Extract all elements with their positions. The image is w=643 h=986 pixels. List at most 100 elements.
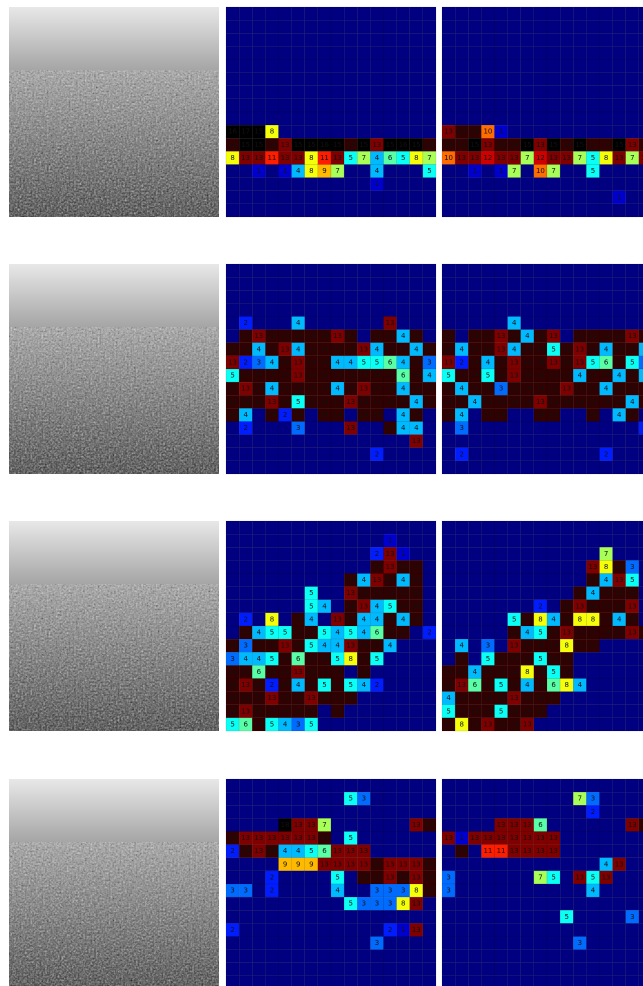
cell-count: 6	[375, 629, 380, 637]
heatmap-cell	[547, 191, 560, 204]
heatmap-cell	[397, 705, 410, 718]
heatmap-cell	[626, 792, 639, 805]
heatmap-cell	[410, 963, 423, 976]
cell-count: 14	[372, 385, 381, 393]
heatmap-cell	[573, 665, 586, 678]
heatmap-cell	[265, 792, 278, 805]
cell-count: 14	[254, 681, 263, 689]
heatmap-cell	[397, 448, 410, 461]
cell-count: 13	[359, 602, 368, 610]
heatmap-cell	[397, 277, 410, 290]
cell-count: 13	[386, 550, 395, 558]
heatmap-cell	[252, 884, 265, 897]
cell-count: 13	[333, 154, 342, 162]
cell-count: 14	[562, 615, 571, 623]
cell-count: 14	[412, 411, 421, 419]
heatmap-cell	[600, 461, 613, 474]
heatmap-cell	[442, 290, 455, 303]
heatmap-cell	[560, 547, 573, 560]
heatmap-cell	[318, 897, 331, 910]
heatmap-cell	[521, 277, 534, 290]
heatmap-cell	[481, 910, 494, 923]
heatmap-cell	[626, 290, 639, 303]
cell-count: 13	[346, 860, 355, 868]
heatmap-cell	[344, 705, 357, 718]
heatmap-cell	[468, 963, 481, 976]
heatmap-cell	[318, 779, 331, 792]
cell-count: 14	[536, 681, 545, 689]
heatmap-cell	[600, 290, 613, 303]
heatmap-cell	[481, 290, 494, 303]
heatmap-cell	[344, 718, 357, 731]
cell-count: 1	[388, 537, 392, 545]
heatmap-cell	[560, 705, 573, 718]
heatmap-cell	[370, 7, 383, 20]
cell-count: 14	[444, 332, 453, 340]
heatmap-cell	[455, 871, 468, 884]
heatmap-cell	[318, 547, 331, 560]
heatmap-cell	[397, 963, 410, 976]
heatmap-cell	[384, 910, 397, 923]
heatmap-cell	[357, 86, 370, 99]
heatmap-cell	[481, 99, 494, 112]
heatmap-cell	[318, 805, 331, 818]
cell-count: 13	[444, 834, 453, 842]
cell-count: 14	[457, 398, 466, 406]
heatmap-cell	[626, 277, 639, 290]
heatmap-cell	[357, 165, 370, 178]
heatmap-cell	[481, 20, 494, 33]
heatmap-cell	[495, 910, 508, 923]
heatmap-cell	[292, 277, 305, 290]
heatmap-cell	[331, 448, 344, 461]
cell-count: 14	[562, 655, 571, 663]
heatmap-cell	[292, 290, 305, 303]
cell-count: 14	[267, 642, 276, 650]
heatmap-cell	[331, 587, 344, 600]
heatmap-cell	[423, 290, 436, 303]
heatmap-cell	[455, 204, 468, 217]
heatmap-cell	[639, 178, 643, 191]
heatmap-cell	[292, 963, 305, 976]
heatmap-cell	[252, 191, 265, 204]
heatmap-cell	[423, 705, 436, 718]
cell-count: 3	[499, 385, 503, 393]
heatmap-cell	[384, 204, 397, 217]
cell-count: 14	[228, 411, 237, 419]
cell-count: 14	[412, 589, 421, 597]
heatmap-cell	[384, 435, 397, 448]
cell-count: 13	[386, 563, 395, 571]
heatmap-cell	[331, 191, 344, 204]
heatmap-cell	[508, 422, 521, 435]
heatmap-cell	[239, 858, 252, 871]
cell-count: 13	[320, 860, 329, 868]
cell-count: 14	[602, 372, 611, 380]
heatmap-cell	[521, 99, 534, 112]
heatmap-cell	[305, 422, 318, 435]
heatmap-cell	[468, 60, 481, 73]
heatmap-cell	[252, 910, 265, 923]
heatmap-cell	[384, 976, 397, 986]
heatmap-cell	[600, 534, 613, 547]
heatmap-cell	[613, 99, 626, 112]
heatmap-cell	[344, 547, 357, 560]
cell-count: 14	[372, 332, 381, 340]
photo-texture	[9, 327, 219, 474]
heatmap-cell	[586, 191, 599, 204]
cell-count: 13	[346, 424, 355, 432]
cell-count: 7	[525, 154, 529, 162]
heatmap-cell	[547, 923, 560, 936]
heatmap-cell	[626, 178, 639, 191]
cell-count: 14	[523, 345, 532, 353]
cell-count: 3	[388, 900, 392, 908]
heatmap-cell	[547, 547, 560, 560]
heatmap-cell	[239, 587, 252, 600]
heatmap-cell	[560, 521, 573, 534]
heatmap-cell	[521, 204, 534, 217]
cell-count: 14	[307, 345, 316, 353]
heatmap-cell	[600, 652, 613, 665]
heatmap-cell	[495, 574, 508, 587]
heatmap-cell	[410, 112, 423, 125]
heatmap-cell	[534, 46, 547, 59]
cell-count: 13	[412, 860, 421, 868]
heatmap-cell	[481, 613, 494, 626]
